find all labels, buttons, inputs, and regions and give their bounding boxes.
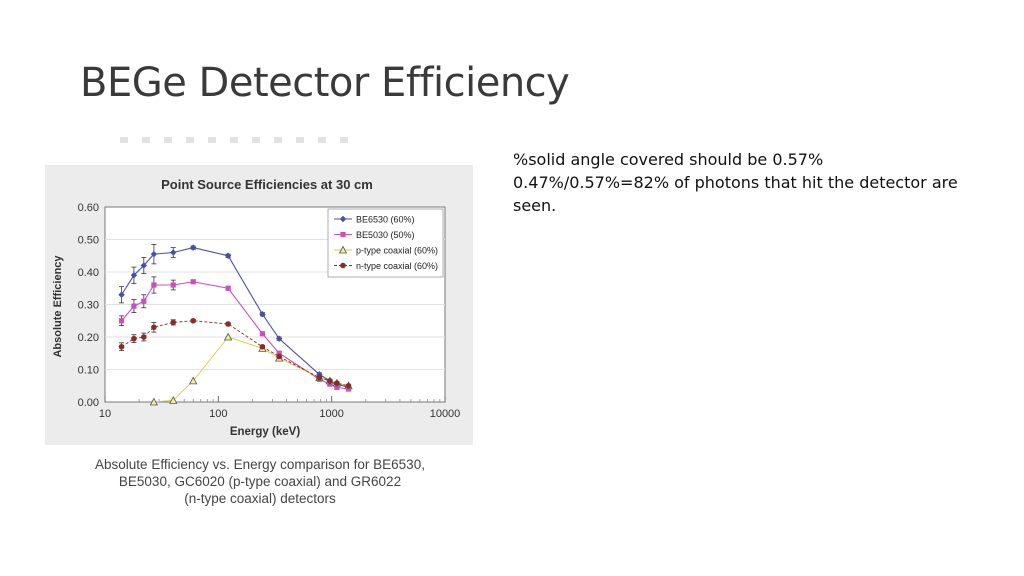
legend-label: BE5030 (50%) xyxy=(356,230,415,240)
point-circle xyxy=(151,324,157,331)
legend-label: BE6530 (60%) xyxy=(356,215,415,225)
point-circle xyxy=(316,374,323,381)
point-diamond xyxy=(140,262,148,269)
y-tick-label: 0.20 xyxy=(78,332,99,344)
point-triangle xyxy=(338,245,348,254)
cropped-header-remnant xyxy=(120,137,350,143)
point-triangle xyxy=(189,376,198,385)
x-tick-label: 100 xyxy=(209,408,227,420)
point-circle xyxy=(170,319,177,326)
point-circle xyxy=(118,343,125,350)
point-circle xyxy=(334,380,340,386)
point-circle xyxy=(276,353,282,360)
point-square xyxy=(334,384,340,390)
legend-label: n-type coaxial (60%) xyxy=(356,261,438,271)
notes-text: %solid angle covered should be 0.57% 0.4… xyxy=(513,148,958,217)
point-circle xyxy=(190,317,196,324)
y-axis-label: Absolute Efficiency xyxy=(52,255,64,358)
x-tick-label: 1000 xyxy=(319,408,343,420)
point-diamond xyxy=(275,335,283,342)
chart-title: Point Source Efficiencies at 30 cm xyxy=(161,177,373,192)
x-tick-label: 10000 xyxy=(430,408,461,420)
y-tick-label: 0.50 xyxy=(78,235,99,247)
point-diamond xyxy=(259,311,266,318)
y-tick-label: 0.30 xyxy=(78,300,99,312)
point-circle xyxy=(141,334,147,340)
point-square xyxy=(151,282,157,288)
point-triangle xyxy=(169,396,178,404)
chart-panel: Point Source Efficiencies at 30 cm 0.00 0.… xyxy=(45,165,473,445)
point-square xyxy=(131,303,137,309)
point-square xyxy=(225,285,231,291)
point-diamond xyxy=(150,250,158,258)
series-line xyxy=(153,336,349,403)
point-triangle xyxy=(149,397,159,406)
point-square xyxy=(141,298,147,304)
point-square xyxy=(118,318,125,324)
y-tick-label: 0.10 xyxy=(78,365,99,377)
point-square xyxy=(259,331,266,337)
slide-title: BEGe Detector Efficiency xyxy=(80,60,570,106)
point-diamond xyxy=(130,272,138,279)
point-square xyxy=(190,279,196,285)
point-circle xyxy=(225,321,231,327)
x-tick-label: 10 xyxy=(99,408,111,420)
y-tick-label: 0.00 xyxy=(78,397,99,409)
y-tick-label: 0.40 xyxy=(78,267,99,279)
point-circle xyxy=(131,335,137,342)
x-axis-label: Energy (keV) xyxy=(230,426,300,438)
note-line-2: 0.47%/0.57%=82% of photons that hit the … xyxy=(513,173,958,215)
y-tick-label: 0.60 xyxy=(78,202,99,214)
point-circle xyxy=(340,262,346,269)
point-circle xyxy=(345,382,352,389)
note-line-1: %solid angle covered should be 0.57% xyxy=(513,150,824,169)
point-diamond xyxy=(118,291,125,298)
point-square xyxy=(170,282,176,288)
chart-caption: Absolute Efficiency vs. Energy compariso… xyxy=(60,456,460,507)
point-circle xyxy=(327,378,333,384)
point-diamond xyxy=(189,244,197,251)
legend-box xyxy=(327,208,444,278)
caption-line-1: Absolute Efficiency vs. Energy compariso… xyxy=(95,457,425,472)
caption-line-2: BE5030, GC6020 (p-type coaxial) and GR60… xyxy=(118,474,402,489)
legend-label: p-type coaxial (60%) xyxy=(356,246,438,256)
point-circle xyxy=(259,343,266,350)
point-triangle xyxy=(223,332,233,341)
efficiency-chart: Point Source Efficiencies at 30 cm 0.00 0.… xyxy=(52,177,461,438)
point-diamond xyxy=(224,252,232,259)
caption-line-3: (n-type coaxial) detectors xyxy=(184,491,336,506)
point-square xyxy=(340,231,346,238)
point-square xyxy=(276,350,282,356)
